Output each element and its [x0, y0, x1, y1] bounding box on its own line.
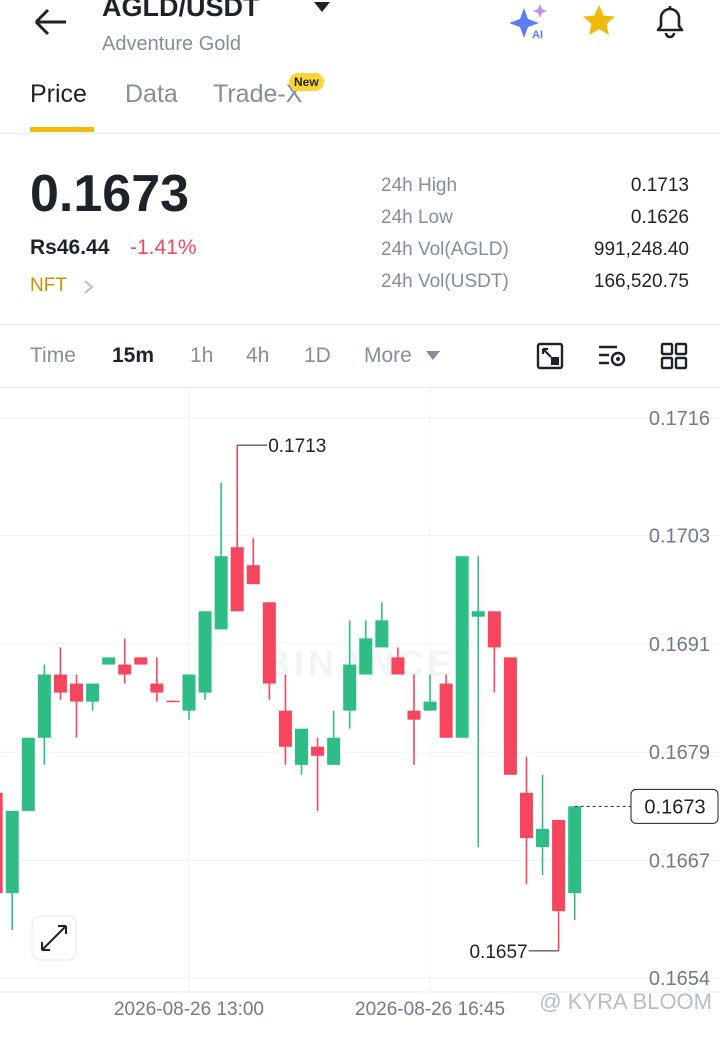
candle-body	[118, 664, 132, 675]
new-badge: New	[289, 73, 324, 91]
divider	[0, 133, 720, 134]
candle-body	[0, 792, 3, 894]
last-price: 0.1673	[30, 165, 190, 223]
candle-body	[423, 701, 437, 711]
candle-body	[391, 657, 405, 675]
interval[interactable]: More	[364, 344, 412, 367]
tab[interactable]: Trade-X	[213, 80, 303, 108]
stat-value: 0.1626	[630, 207, 689, 228]
candle-body	[262, 602, 276, 684]
interval[interactable]: 1D	[304, 344, 331, 367]
candle-body	[294, 728, 308, 765]
tab[interactable]: Data	[125, 80, 178, 108]
alert-icon[interactable]	[650, 2, 690, 42]
candle-body	[375, 620, 389, 648]
x-tick-label: 2026-08-26 13:00	[114, 999, 264, 1020]
exchange-watermark: BINANCE	[264, 643, 456, 684]
chart-tool-icon[interactable]	[536, 342, 564, 370]
candle-body	[134, 657, 148, 665]
candle-body	[150, 683, 164, 693]
divider	[0, 324, 720, 325]
candle-body	[198, 611, 212, 693]
candle-body	[519, 792, 533, 838]
pair-subtitle: Adventure Gold	[102, 33, 241, 55]
low-label: 0.1657	[469, 942, 527, 963]
candle-body	[166, 700, 180, 703]
y-tick-label: 0.1679	[649, 742, 710, 764]
y-tick-label: 0.1691	[649, 634, 710, 656]
dropdown-icon[interactable]	[312, 0, 332, 14]
y-tick-label: 0.1703	[649, 525, 710, 547]
candle-body	[503, 657, 517, 775]
user-watermark: @ KYRA BLOOM	[539, 989, 712, 1014]
candle-body	[552, 819, 566, 912]
y-tick-label: 0.1716	[649, 408, 710, 430]
y-tick-label: 0.1667	[649, 851, 710, 873]
more-caret[interactable]	[425, 350, 441, 362]
fullscreen-icon	[41, 925, 67, 951]
candle-body	[471, 611, 485, 617]
interval[interactable]: 15m	[112, 344, 155, 367]
candle-body	[455, 556, 469, 738]
svg-text:AI: AI	[532, 29, 543, 41]
stat-value: 991,248.40	[593, 239, 689, 260]
stat-label: 24h Low	[381, 207, 453, 228]
x-tick-label: 2026-08-26 16:45	[355, 999, 505, 1020]
indicator-icon[interactable]	[597, 342, 629, 370]
stat-label: 24h Vol(USDT)	[381, 271, 509, 292]
candle-body	[102, 657, 116, 665]
candle-body	[487, 611, 501, 648]
stat-value: 166,520.75	[593, 271, 689, 292]
pair-title[interactable]: AGLD/USDT	[102, 0, 260, 22]
high-label: 0.1713	[268, 436, 326, 457]
candle-body	[327, 737, 341, 765]
candle-body	[439, 683, 453, 738]
stat-label: 24h High	[381, 175, 458, 196]
candle-body	[359, 638, 373, 675]
candle-body	[182, 674, 196, 711]
y-tick-label: 0.1654	[649, 968, 710, 990]
ai-icon[interactable]: AI	[510, 4, 552, 42]
stat-value: 0.1713	[630, 175, 689, 196]
interval[interactable]: 4h	[246, 344, 270, 367]
divider	[0, 387, 720, 388]
candle-body	[568, 806, 582, 894]
interval[interactable]: 1h	[190, 344, 214, 367]
tab-indicator	[30, 127, 94, 132]
candle-body	[536, 828, 550, 848]
nft-link[interactable]: NFT	[30, 275, 67, 296]
candle-body	[37, 674, 51, 738]
price-change: -1.41%	[130, 236, 197, 259]
last-price-box	[630, 788, 719, 824]
fiat-price: Rs46.44	[30, 236, 110, 259]
last-price-label: 0.1673	[644, 796, 705, 818]
candle-body	[21, 737, 35, 811]
candle-body	[407, 710, 421, 720]
candlestick-chart: BINANCE @ KYRA BLOOM 0.1716 0.1703 0.1691 0…	[0, 388, 720, 1020]
candle-body	[53, 674, 67, 693]
candle-body	[86, 683, 100, 702]
stat-label: 24h Vol(AGLD)	[381, 239, 509, 260]
layout-icon[interactable]	[660, 342, 688, 370]
candle-body	[70, 683, 84, 702]
candle-body	[246, 565, 260, 585]
candle-body	[343, 664, 357, 711]
interval[interactable]: Time	[30, 344, 76, 367]
favorite-icon[interactable]	[580, 2, 618, 40]
candle-body	[5, 810, 19, 894]
tab[interactable]: Price	[30, 80, 87, 108]
candle-body	[278, 710, 292, 747]
candle-body	[311, 746, 325, 756]
candle-body	[230, 547, 244, 612]
chevron-icon	[84, 280, 94, 294]
candle-body	[214, 556, 228, 630]
back-button[interactable]	[30, 6, 70, 38]
